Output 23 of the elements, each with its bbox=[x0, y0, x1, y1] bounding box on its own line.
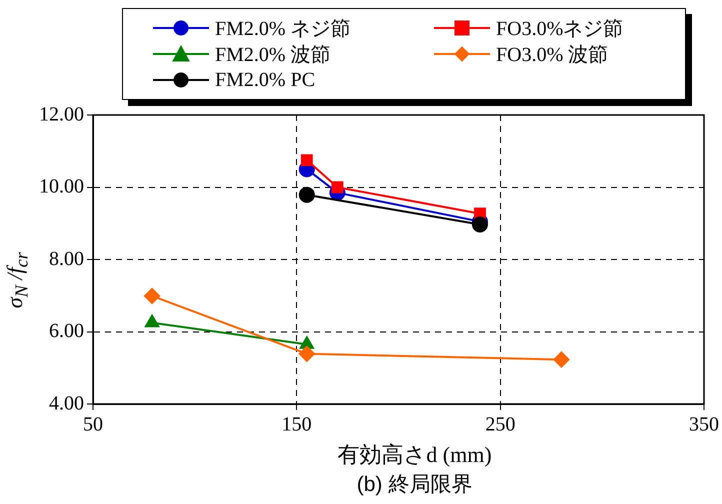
x-tick-label: 150 bbox=[282, 413, 312, 436]
x-tick-label: 50 bbox=[83, 413, 103, 436]
legend-label: FO3.0%ネジ節 bbox=[496, 16, 624, 42]
y-tick-label: 8.00 bbox=[49, 248, 84, 270]
text: (b) 終局限界 bbox=[356, 472, 474, 498]
legend-label: FM2.0% PC bbox=[215, 68, 316, 92]
point bbox=[553, 352, 570, 368]
y-tick-label: 10.00 bbox=[39, 176, 84, 198]
point bbox=[300, 154, 313, 166]
point bbox=[472, 216, 488, 232]
point bbox=[298, 186, 315, 203]
point bbox=[298, 346, 315, 362]
point bbox=[144, 288, 160, 304]
x-tick-label: 350 bbox=[689, 413, 719, 436]
x-tick-label: 250 bbox=[485, 413, 516, 436]
legend-label: FM2.0% 波節 bbox=[215, 42, 331, 68]
legend-label: FM2.0% ネジ節 bbox=[215, 16, 351, 42]
legend-label: FO3.0% 波節 bbox=[496, 42, 608, 68]
y-tick-label: 6.00 bbox=[49, 320, 84, 342]
y-tick-label: 4.00 bbox=[49, 392, 84, 414]
x-axis-title: 有効高さd (mm) bbox=[336, 441, 493, 469]
y-tick-label: 12.00 bbox=[39, 103, 84, 126]
point bbox=[331, 181, 344, 194]
